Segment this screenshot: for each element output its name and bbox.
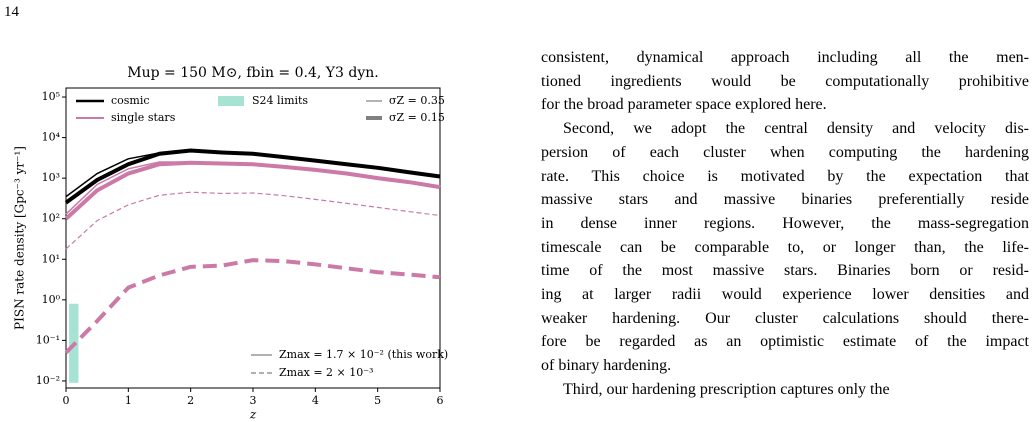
x-tick-label: 6 [437, 394, 444, 407]
text-line: massive stars and massive binaries prefe… [541, 191, 1029, 209]
text-line: tioned ingredients would be computationa… [541, 72, 1029, 90]
y-tick-label: 10⁴ [42, 131, 61, 144]
x-tick-label: 4 [312, 394, 319, 407]
text-line: Second, we adopt the central density and… [563, 120, 1029, 138]
y-tick-label: 10⁵ [42, 90, 60, 103]
legend-label: single stars [111, 111, 176, 124]
y-axis-label: PISN rate density [Gpc⁻³ yr⁻¹] [13, 146, 27, 330]
x-tick-label: 2 [187, 394, 194, 407]
plot-frame [65, 87, 441, 389]
legend-patch [218, 96, 244, 106]
legend-label: cosmic [111, 94, 150, 107]
series-line [65, 191, 441, 250]
legend-label: Zmax = 1.7 × 10⁻² (this work) [279, 348, 448, 361]
series-line [65, 150, 441, 198]
x-tick-label: 0 [63, 394, 70, 407]
y-tick-label: 10⁻² [36, 374, 60, 387]
legend-label: Zmax = 2 × 10⁻³ [279, 366, 373, 379]
text-line: of binary hardening. [541, 357, 672, 375]
text-line: in dense inner regions. However, the mas… [541, 214, 1029, 232]
text-line: Third, our hardening prescription captur… [563, 380, 890, 398]
text-column: consistent, dynamical approach including… [541, 46, 1029, 402]
text-line: timescale can be comparable to, or longe… [541, 238, 1029, 256]
text-line: rate. This choice is motivated by the ex… [541, 167, 1029, 185]
series-line [64, 160, 441, 221]
x-tick-label: 3 [250, 394, 257, 407]
y-tick-label: 10³ [42, 171, 60, 184]
page-number: 14 [4, 4, 19, 20]
text-line: persion of each cluster when computing t… [541, 143, 1029, 161]
x-tick-label: 5 [374, 394, 381, 407]
text-line: ing at larger radii would experience low… [541, 286, 1029, 304]
y-tick-label: 10⁰ [42, 293, 61, 306]
legend-label: σZ = 0.35 [389, 94, 445, 107]
y-tick-label: 10¹ [42, 252, 60, 265]
legend-label: σZ = 0.15 [389, 111, 445, 124]
legend-label: S24 limits [252, 94, 308, 107]
x-tick-label: 1 [125, 394, 132, 407]
series-line [64, 148, 441, 205]
y-tick-label: 10² [42, 212, 60, 225]
text-line: consistent, dynamical approach including… [541, 49, 1029, 66]
text-line: for the broad parameter space explored h… [541, 96, 827, 114]
text-line: fore be regarded as an optimistic estima… [541, 333, 1029, 351]
chart-title: Mup = 150 M⊙, fbin = 0.4, Y3 dyn. [127, 65, 378, 81]
x-axis-label: z [249, 408, 257, 422]
chart: Mup = 150 M⊙, fbin = 0.4, Y3 dyn. PISN r… [13, 65, 449, 422]
series-line [64, 258, 441, 355]
text-line: weaker hardening. Our cluster calculatio… [541, 309, 1029, 327]
y-tick-label: 10⁻¹ [36, 333, 60, 346]
text-line: time of the most massive stars. Binaries… [541, 262, 1029, 280]
